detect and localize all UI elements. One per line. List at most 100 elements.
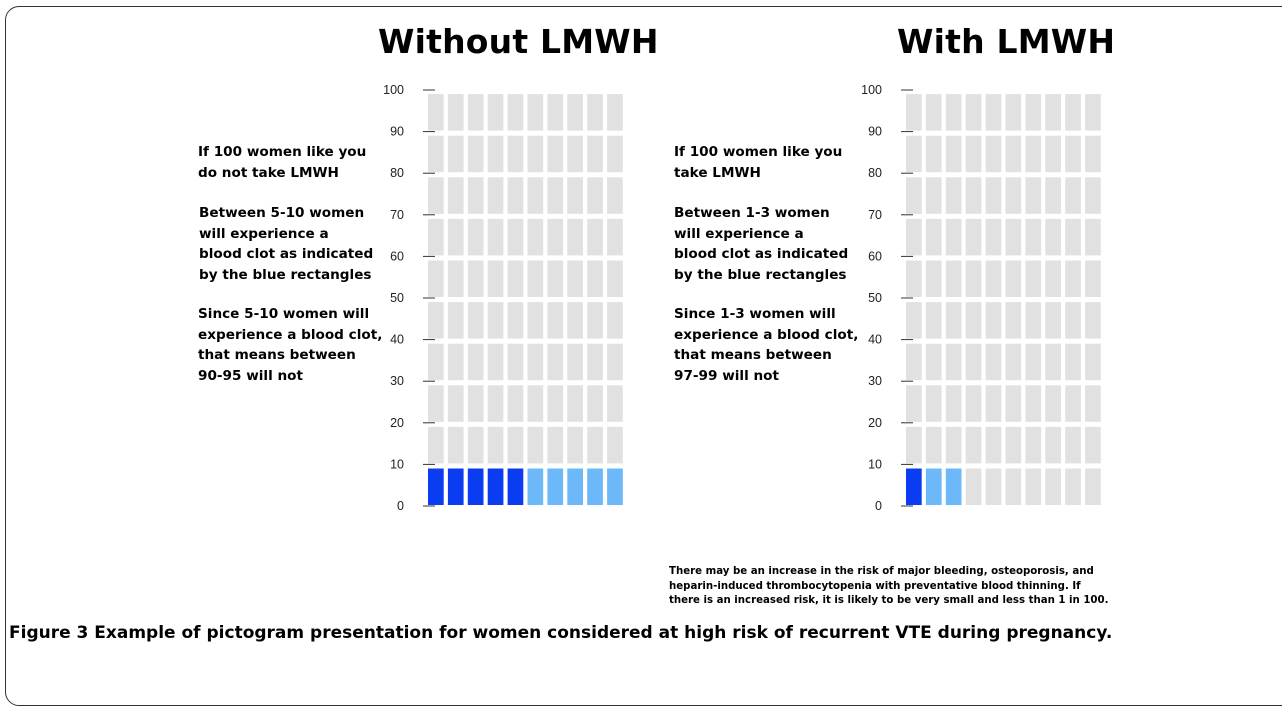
pictogram-cell-grey bbox=[467, 302, 484, 339]
pictogram-cell-grey bbox=[965, 177, 982, 214]
pictogram-cell-grey bbox=[507, 426, 524, 464]
pictogram-cell-grey bbox=[447, 426, 464, 464]
pictogram-cell-grey bbox=[1085, 135, 1101, 173]
pictogram-cell-grey bbox=[607, 177, 623, 214]
pictogram-cell-grey bbox=[487, 343, 504, 381]
pictogram-cell-grey bbox=[1025, 468, 1042, 505]
pictogram-cell-grey bbox=[945, 385, 962, 422]
pictogram-cell-grey bbox=[547, 302, 564, 339]
pictogram-cell-grey bbox=[607, 302, 623, 339]
pictogram-cell-grey bbox=[547, 94, 564, 131]
pictogram-cell-grey bbox=[527, 135, 544, 173]
figure-caption: Figure 3 Example of pictogram presentati… bbox=[9, 623, 1112, 643]
y-tick-label: 20 bbox=[868, 416, 882, 430]
pictogram-cell-grey bbox=[1085, 94, 1101, 131]
pictogram-cell-grey bbox=[507, 385, 524, 422]
y-tick-label: 60 bbox=[390, 249, 404, 263]
pictogram-cell-grey bbox=[965, 468, 982, 505]
pictogram-cell-grey bbox=[1005, 135, 1022, 173]
pictogram-cell-dark-blue bbox=[447, 468, 464, 505]
pictogram-cell-grey bbox=[467, 385, 484, 422]
pictogram-cell-grey bbox=[607, 135, 623, 173]
y-tick-label: 50 bbox=[868, 291, 882, 305]
pictogram-cell-grey bbox=[1025, 177, 1042, 214]
y-tick-label: 30 bbox=[390, 374, 404, 388]
pictogram-cell-grey bbox=[985, 177, 1002, 214]
pictogram-cell-grey bbox=[1045, 343, 1061, 381]
pictogram-cell-grey bbox=[587, 135, 603, 173]
pictogram-cell-grey bbox=[1065, 218, 1081, 256]
pictogram-cell-grey bbox=[1065, 302, 1081, 339]
pictogram-cell-grey bbox=[1025, 135, 1042, 173]
pictogram-cell-grey bbox=[567, 426, 583, 464]
pictogram-without-lmwh: 0 10 20 30 40 50 60 70 80 90 100 bbox=[383, 83, 623, 513]
pictogram-cell-grey bbox=[567, 302, 583, 339]
pictogram-cell-grey bbox=[467, 260, 484, 297]
pictogram-cell-grey bbox=[985, 426, 1002, 464]
pictogram-cell-grey bbox=[1025, 218, 1042, 256]
pictogram-cell-grey bbox=[467, 177, 484, 214]
y-tick-label: 10 bbox=[868, 457, 882, 471]
pictogram-cell-light-blue bbox=[925, 468, 942, 505]
pictogram-cell-grey bbox=[547, 260, 564, 297]
pictogram-cell-grey bbox=[547, 177, 564, 214]
pictogram-cell-grey bbox=[925, 426, 942, 464]
pictogram-cell-grey bbox=[925, 177, 942, 214]
pictogram-cell-grey bbox=[965, 426, 982, 464]
pictogram-cell-grey bbox=[507, 177, 524, 214]
pictogram-cell-grey bbox=[607, 94, 623, 131]
y-tick-label: 0 bbox=[875, 499, 882, 513]
pictogram-cell-grey bbox=[965, 94, 982, 131]
pictogram-cell-grey bbox=[607, 343, 623, 381]
pictogram-cell-grey bbox=[1065, 385, 1081, 422]
pictogram-cell-grey bbox=[607, 385, 623, 422]
pictogram-cell-grey bbox=[467, 94, 484, 131]
pictogram-cell-grey bbox=[985, 135, 1002, 173]
pictogram-cell-grey bbox=[1005, 343, 1022, 381]
pictogram-cell-grey bbox=[985, 218, 1002, 256]
pictogram-cell-grey bbox=[906, 177, 922, 214]
pictogram-cell-grey bbox=[1065, 260, 1081, 297]
pictogram-cell-light-blue bbox=[607, 468, 623, 505]
pictogram-cell-grey bbox=[1085, 260, 1101, 297]
pictogram-cell-grey bbox=[985, 385, 1002, 422]
pictogram-cell-grey bbox=[1085, 177, 1101, 214]
pictogram-cell-grey bbox=[428, 260, 444, 297]
pictogram-cell-grey bbox=[1065, 177, 1081, 214]
pictogram-cell-grey bbox=[567, 94, 583, 131]
pictogram-cell-grey bbox=[587, 177, 603, 214]
pictogram-cell-grey bbox=[607, 218, 623, 256]
pictogram-cell-grey bbox=[507, 218, 524, 256]
pictogram-cell-grey bbox=[1045, 94, 1061, 131]
pictogram-cell-grey bbox=[1045, 177, 1061, 214]
pictogram-cell-light-blue bbox=[587, 468, 603, 505]
pictogram-cell-grey bbox=[1045, 135, 1061, 173]
pictogram-cell-grey bbox=[945, 135, 962, 173]
pictogram-cell-dark-blue bbox=[428, 468, 444, 505]
pictogram-cell-grey bbox=[925, 94, 942, 131]
pictogram-cell-grey bbox=[1065, 468, 1081, 505]
pictogram-cell-grey bbox=[965, 343, 982, 381]
y-tick-label: 40 bbox=[868, 333, 882, 347]
pictogram-cell-grey bbox=[487, 260, 504, 297]
pictogram-cell-grey bbox=[906, 260, 922, 297]
pictogram-cell-grey bbox=[1065, 426, 1081, 464]
pictogram-cell-light-blue bbox=[527, 468, 544, 505]
pictogram-cell-grey bbox=[1005, 260, 1022, 297]
pictogram-cell-grey bbox=[906, 135, 922, 173]
y-tick-label: 80 bbox=[390, 166, 404, 180]
pictogram-cell-grey bbox=[567, 218, 583, 256]
pictogram-cell-grey bbox=[467, 218, 484, 256]
pictogram-cell-grey bbox=[1085, 385, 1101, 422]
pictogram-cell-grey bbox=[447, 135, 464, 173]
pictogram-with-lmwh: 0 10 20 30 40 50 60 70 80 90 100 bbox=[861, 83, 1101, 513]
pictogram-cell-grey bbox=[587, 260, 603, 297]
y-tick-label: 100 bbox=[861, 83, 882, 97]
pictogram-cell-grey bbox=[1005, 177, 1022, 214]
pictogram-cell-grey bbox=[447, 343, 464, 381]
pictogram-cell-grey bbox=[587, 343, 603, 381]
pictogram-cell-grey bbox=[945, 343, 962, 381]
pictogram-cell-grey bbox=[487, 426, 504, 464]
y-tick-label: 0 bbox=[397, 499, 404, 513]
y-tick-label: 80 bbox=[868, 166, 882, 180]
